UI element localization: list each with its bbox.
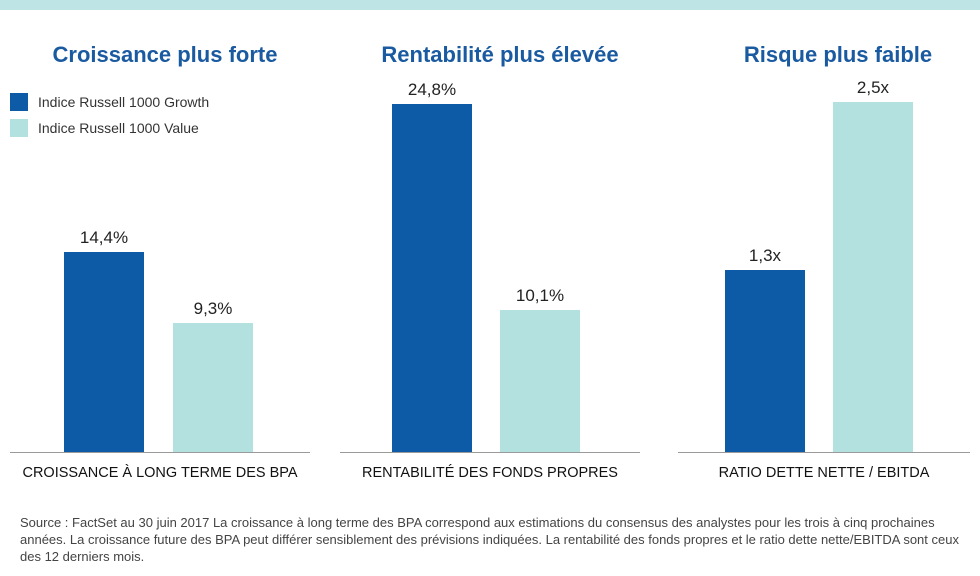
legend: Indice Russell 1000 Growth Indice Russel… xyxy=(10,92,209,144)
category-label-profitability: RENTABILITÉ DES FONDS PROPRES xyxy=(362,465,618,481)
bar-growth-eps xyxy=(64,252,144,452)
source-note: Source : FactSet au 30 juin 2017 La croi… xyxy=(20,515,959,564)
legend-label-value: Indice Russell 1000 Value xyxy=(38,120,199,136)
legend-swatch-value xyxy=(10,119,28,137)
legend-label-growth: Indice Russell 1000 Growth xyxy=(38,94,210,110)
axis-line-growth xyxy=(10,452,310,453)
bar-value-roe xyxy=(500,310,580,452)
category-label-risk: RATIO DETTE NETTE / EBITDA xyxy=(718,465,930,481)
bar-label-growth-roe: 24,8% xyxy=(407,80,457,99)
top-band xyxy=(0,0,980,10)
bar-label-value-roe: 10,1% xyxy=(515,286,565,306)
panel-title-risk: Risque plus faible xyxy=(743,42,933,67)
axis-line-risk xyxy=(678,452,970,453)
panel-title-profitability: Rentabilité plus élevée xyxy=(381,42,619,67)
category-label-growth: CROISSANCE À LONG TERME DES BPA xyxy=(22,465,298,481)
bar-label-value-debt: 2,5x xyxy=(856,78,890,97)
bar-growth-debt xyxy=(725,270,805,452)
axis-line-profitability xyxy=(340,452,640,453)
legend-item-value: Indice Russell 1000 Value xyxy=(10,118,209,138)
bar-label-value-eps: 9,3% xyxy=(193,298,233,318)
bar-growth-roe xyxy=(392,104,472,452)
bar-label-growth-eps: 14,4% xyxy=(79,228,129,247)
bar-value-eps xyxy=(173,322,253,452)
panel-title-growth: Croissance plus forte xyxy=(52,42,278,67)
bar-value-debt xyxy=(833,102,913,452)
legend-swatch-growth xyxy=(10,93,28,111)
legend-item-growth: Indice Russell 1000 Growth xyxy=(10,92,209,112)
bar-label-growth-debt: 1,3x xyxy=(748,246,782,265)
